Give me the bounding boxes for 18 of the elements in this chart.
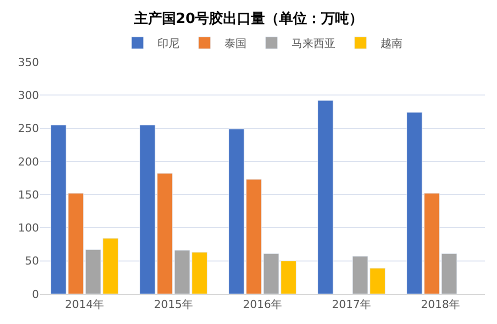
y-tick-label: 250 bbox=[18, 122, 39, 136]
x-tick-label: 2016年 bbox=[243, 298, 282, 312]
x-tick-label: 2015年 bbox=[154, 298, 193, 312]
chart-title: 主产国20号胶出口量（单位：万吨） bbox=[132, 10, 364, 27]
x-tick-label: 2014年 bbox=[65, 298, 104, 312]
y-tick-label: 0 bbox=[32, 288, 39, 301]
y-tick-label: 200 bbox=[18, 155, 39, 168]
y-tick-label: 300 bbox=[18, 88, 39, 102]
x-tick-label: 2017年 bbox=[332, 298, 371, 312]
y-tick-label: 100 bbox=[18, 222, 39, 235]
legend-label: 泰国 bbox=[224, 37, 246, 50]
x-tick-label: 2018年 bbox=[421, 298, 460, 312]
legend-label: 越南 bbox=[380, 37, 402, 50]
legend-label: 印尼 bbox=[158, 37, 180, 50]
y-tick-label: 150 bbox=[18, 188, 39, 202]
y-tick-label: 350 bbox=[18, 56, 39, 69]
y-tick-label: 50 bbox=[25, 254, 39, 268]
legend-label: 马来西亚 bbox=[292, 37, 336, 50]
